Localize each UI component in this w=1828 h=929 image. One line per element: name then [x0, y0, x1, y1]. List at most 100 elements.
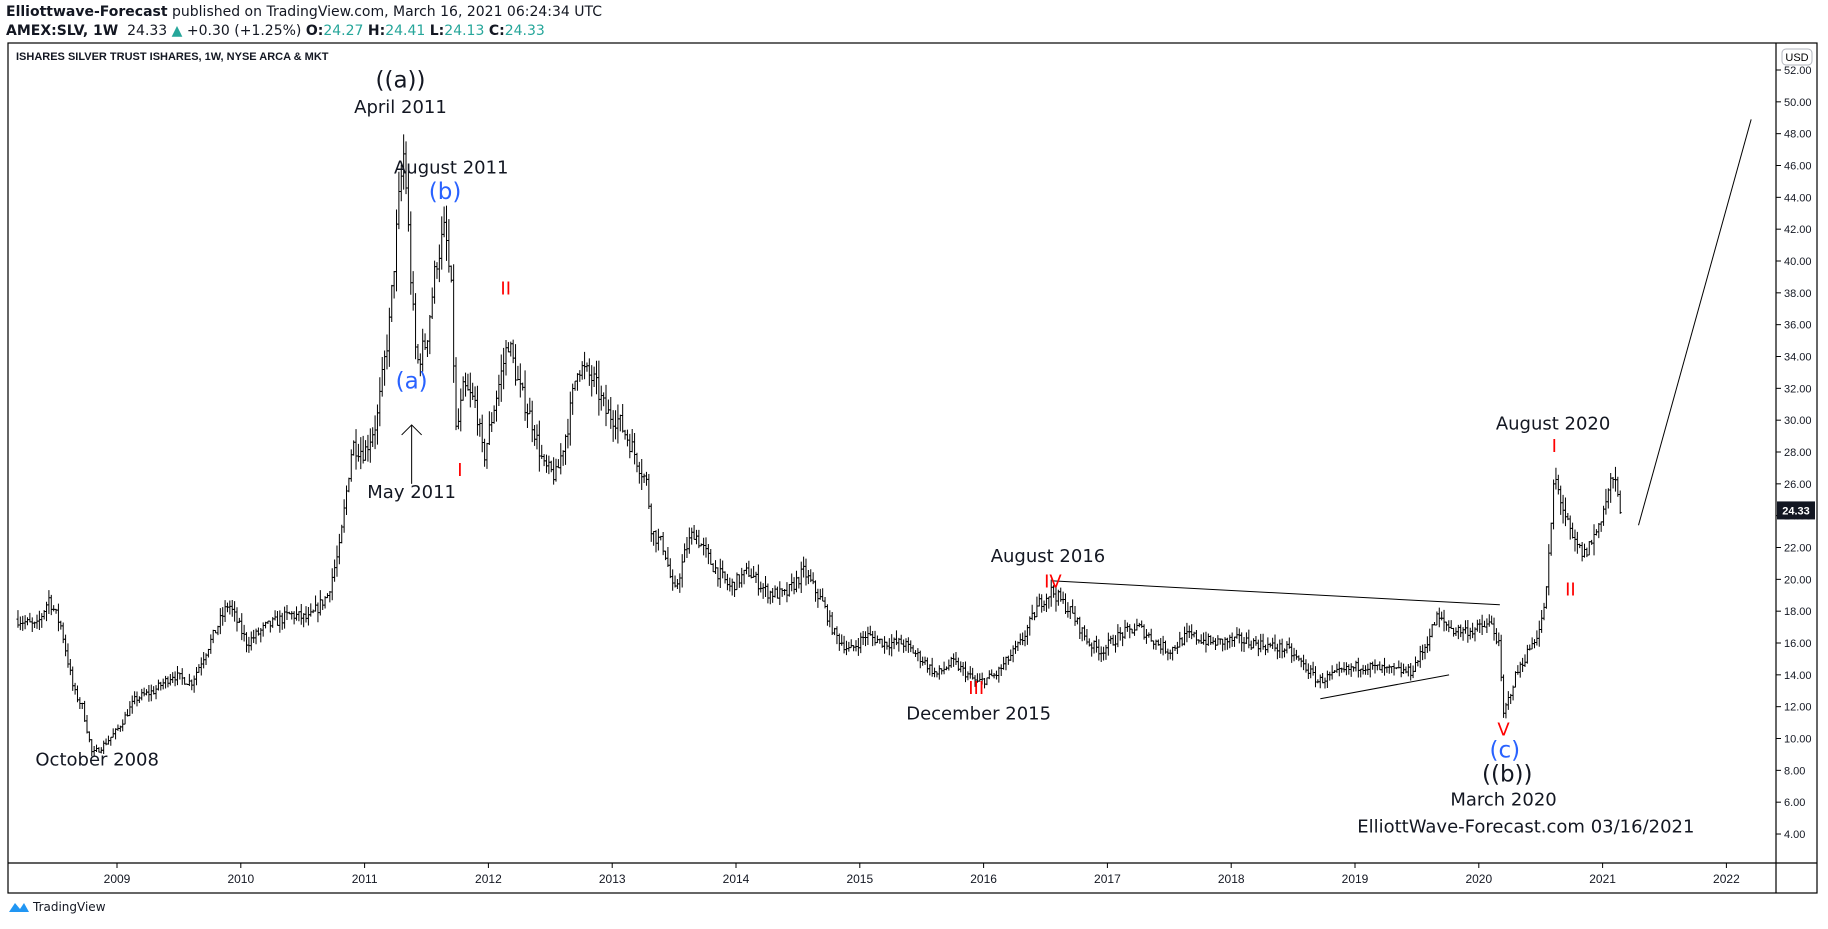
ohlc-bar: [940, 668, 944, 675]
ohlc-bar: [1221, 638, 1225, 652]
ohlc-bar: [435, 262, 439, 279]
wave-label: August 2011: [394, 157, 509, 178]
ohlc-bar: [768, 590, 772, 605]
ohlc-bar: [1556, 474, 1560, 495]
ohlc-bar: [1159, 637, 1163, 654]
x-tick-label: 2014: [723, 872, 750, 886]
usd-badge[interactable]: USD: [1781, 48, 1813, 66]
ohlc-bar: [430, 287, 434, 319]
ohlc-bar: [511, 339, 515, 364]
ohlc-bar: [166, 676, 170, 688]
ohlc-bar: [480, 414, 484, 453]
ohlc-bar: [1290, 643, 1294, 663]
ohlc-bar: [1502, 674, 1506, 718]
ohlc-bar: [1452, 627, 1456, 637]
ohlc-bar: [1461, 627, 1465, 641]
ohlc-bar: [797, 576, 801, 589]
ohlc-bar: [395, 209, 399, 292]
ohlc-bar: [485, 442, 489, 469]
ohlc-bar: [504, 340, 508, 376]
ohlc-bar: [1449, 620, 1453, 630]
tradingview-logo[interactable]: TradingView: [8, 900, 106, 914]
ohlc-bar: [587, 358, 591, 386]
ohlc-bar: [1175, 641, 1179, 655]
ohlc-bar: [544, 454, 548, 473]
ohlc-bar: [161, 678, 165, 690]
ohlc-bar: [87, 731, 91, 743]
ohlc-bar: [1206, 633, 1210, 646]
ohlc-bar: [802, 556, 806, 578]
ohlc-bar: [183, 676, 187, 685]
author[interactable]: Elliottwave-Forecast: [6, 4, 168, 20]
ohlc-bar: [1104, 644, 1108, 660]
ohlc-bar: [694, 529, 698, 545]
ohlc-bar: [897, 637, 901, 652]
ohlc-bar: [1228, 634, 1232, 649]
ohlc-bar: [230, 600, 234, 617]
ohlc-bar: [1190, 624, 1194, 640]
x-tick-label: 2012: [475, 872, 502, 886]
ohlc-bar: [916, 648, 920, 662]
ohlc-bar: [309, 603, 313, 617]
ohlc-bar: [502, 347, 506, 390]
ohlc-bar: [604, 384, 608, 427]
ohlc-bar: [1299, 657, 1303, 668]
ohlc-bar: [837, 633, 841, 651]
ohlc-bar: [1344, 662, 1348, 676]
ohlc-bar: [361, 435, 365, 464]
ohlc-bar: [1044, 593, 1048, 613]
ohlc-bar: [1390, 666, 1394, 674]
y-tick-label: 12.00: [1784, 702, 1812, 714]
ohlc-bar: [656, 528, 660, 551]
ohlc-bar: [366, 434, 370, 462]
ohlc-bar: [1561, 494, 1565, 524]
time-axis[interactable]: 2009 2010 2011 2012 2013 2014 2015 2016 2017 2018…: [104, 863, 1740, 886]
ohlc-bar: [1571, 522, 1575, 539]
ohlc-bar: [444, 205, 448, 261]
ohlc-bar: [28, 612, 32, 623]
ohlc-bar: [1278, 639, 1282, 658]
ohlc-bar: [1166, 648, 1170, 661]
ohlc-bar: [1028, 616, 1032, 636]
arrow-head-icon: [401, 424, 422, 436]
ohlc-bar: [630, 428, 634, 453]
ohlc-bar: [818, 588, 822, 600]
ohlc-bar: [228, 600, 232, 615]
ohlc-bar: [245, 632, 249, 653]
ohlc-bar: [899, 634, 903, 645]
x-tick-label: 2018: [1218, 872, 1245, 886]
x-tick-label: 2015: [846, 872, 873, 886]
last-price-text: 24.33: [1782, 505, 1810, 517]
ohlc-bar: [1014, 640, 1017, 654]
ohlc-bar: [295, 606, 299, 621]
ohlc-bar: [1542, 602, 1546, 621]
ohlc-bar: [235, 607, 239, 632]
ohlc-bar: [1483, 620, 1487, 628]
ohlc-bar: [1540, 609, 1544, 633]
ohlc-bar: [680, 554, 684, 588]
ohlc-bar: [642, 473, 646, 483]
ohlc-bar: [359, 437, 363, 470]
ohlc-bar: [1525, 644, 1529, 664]
ohlc-bar: [249, 631, 253, 651]
ohlc-bar: [406, 169, 410, 232]
ohlc-bar: [1368, 662, 1372, 678]
ohlc-bar: [421, 328, 425, 372]
ohlc-bar: [49, 594, 53, 616]
price-axis[interactable]: 52.00 50.00 48.00 46.00 44.00 42.00 40.00 38.00…: [1776, 65, 1812, 841]
ohlc-bar: [1590, 539, 1594, 545]
ohlc-bar: [775, 586, 779, 599]
ohlc-bar: [1471, 622, 1475, 639]
ohlc-bar: [1266, 637, 1270, 653]
ohlc-bar: [25, 617, 29, 626]
ohlc-bar: [599, 385, 603, 411]
ohlc-bar: [252, 629, 256, 644]
ohlc-bar: [1430, 624, 1434, 638]
ohlc-bar: [737, 574, 741, 588]
last-price-box: [1777, 501, 1815, 520]
ohlc-bar: [156, 679, 160, 691]
ohlc-bar: [1194, 630, 1198, 645]
ohlc-bar: [756, 564, 760, 596]
ohlc-bar: [187, 673, 191, 686]
